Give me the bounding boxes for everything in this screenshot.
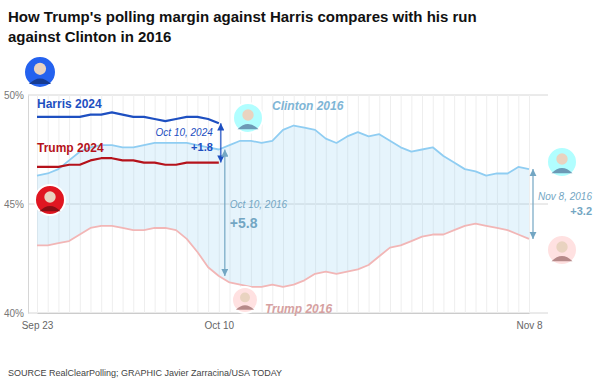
photo-head [44, 191, 55, 202]
x-axis: Sep 23 Oct 10 Nov 8 [22, 95, 543, 331]
series-label: Trump 2016 [265, 302, 332, 316]
photo-frame [547, 147, 577, 177]
annotation-value: +3.2 [570, 205, 592, 217]
y-tick: 45% [4, 199, 28, 210]
annotation-label: Oct 10, 2024 [156, 127, 214, 138]
photo-body [552, 168, 573, 173]
series-line [37, 112, 219, 123]
y-tick-label: 40% [4, 308, 24, 319]
photo [232, 287, 258, 313]
margin-arrow [532, 169, 533, 239]
photo [547, 147, 577, 177]
photo-body [238, 124, 259, 129]
photo-frame [233, 103, 263, 133]
annotation-label: Oct 10, 2016 [230, 199, 288, 210]
series-label: Trump 2024 [37, 141, 104, 155]
annotation-value: +5.8 [230, 215, 258, 231]
source: SOURCE RealClearPolling; GRAPHIC Javier … [8, 368, 282, 378]
chart: How Trump's polling margin against Harri… [0, 0, 600, 390]
photo-frame [547, 235, 577, 265]
annotations: Oct 10, 2024 +1.8 Oct 10, 2016 +5.8 Nov 8, 2… [156, 123, 593, 276]
photo-head [34, 63, 46, 75]
x-tick-label: Sep 23 [22, 320, 54, 331]
y-tick: 50% [4, 90, 28, 101]
series-label: Harris 2024 [37, 97, 102, 111]
series-line [37, 224, 529, 287]
photo-frame [24, 56, 56, 88]
y-tick-label: 50% [4, 90, 24, 101]
photo [233, 103, 263, 133]
photo-body [552, 256, 573, 261]
photo [547, 235, 577, 265]
photo-head [242, 109, 253, 120]
title-line: How Trump's polling margin against Harri… [8, 8, 477, 25]
chart-container: How Trump's polling margin against Harri… [0, 0, 600, 390]
photo-head [556, 241, 567, 252]
y-grid [28, 95, 548, 313]
x-tick-label: Oct 10 [205, 320, 235, 331]
series-line [37, 126, 529, 176]
annotation-label: Nov 8, 2016 [538, 191, 592, 202]
margin-arrow [220, 123, 221, 162]
photo [24, 56, 56, 88]
photo-frame [232, 287, 258, 313]
x-tick-label: Nov 8 [516, 320, 543, 331]
y-tick: 40% [4, 308, 28, 319]
photo-frame [35, 185, 65, 215]
photo-head [556, 153, 567, 164]
photo-body [40, 206, 61, 211]
y-axis-line [28, 96, 29, 314]
series-line [37, 158, 219, 167]
photos [24, 56, 577, 313]
annotation-value: +1.8 [191, 141, 213, 153]
series-labels: Harris 2024 Trump 2024 Clinton 2016 Trump 2… [37, 97, 344, 316]
y-tick-label: 45% [4, 199, 24, 210]
margin-area [37, 126, 529, 287]
photo [35, 185, 65, 215]
x-grid-line [529, 95, 530, 313]
title: How Trump's polling margin against Harri… [8, 8, 477, 45]
photo-head [240, 292, 250, 302]
photo-body [236, 305, 254, 310]
photo-body [29, 78, 51, 84]
series-label: Clinton 2016 [272, 99, 344, 113]
grid-line [28, 95, 548, 96]
plot-area [37, 112, 529, 286]
y-axis: 40% 45% 50% [4, 90, 29, 319]
margin-arrow [224, 150, 225, 276]
title-line: against Clinton in 2016 [8, 28, 171, 45]
